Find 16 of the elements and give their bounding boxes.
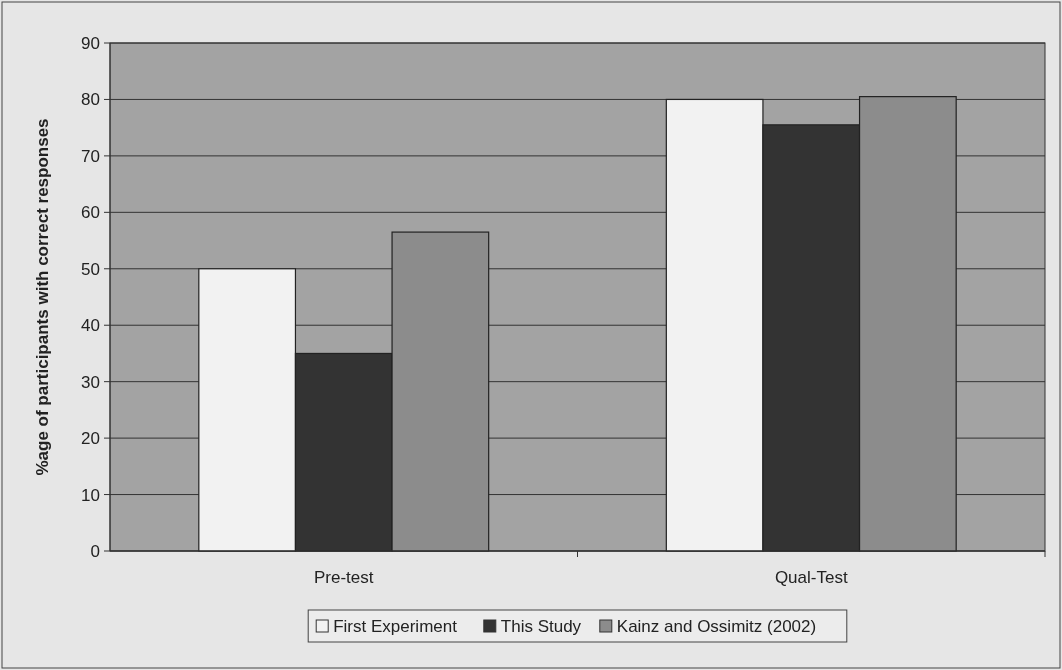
y-axis-title: %age of participants with correct responses [33,118,52,476]
x-tick-label: Pre-test [313,568,374,587]
y-tick-label: 80 [81,90,100,110]
y-tick-label: 10 [81,485,100,505]
x-tick-label: Qual-Test [774,568,848,587]
y-tick-label: 30 [81,372,100,392]
legend-label: First Experiment [333,616,458,636]
legend-label: Kainz and Ossimitz (2002) [616,616,817,636]
y-tick-label: 70 [81,146,100,166]
y-tick-label: 60 [81,203,100,223]
y-tick-label: 20 [81,429,100,449]
y-tick-label: 50 [81,259,100,279]
legend-label: This Study [500,616,582,636]
y-tick-label: 90 [81,33,100,53]
y-tick-label: 40 [81,316,100,336]
y-tick-label: 0 [90,541,100,561]
